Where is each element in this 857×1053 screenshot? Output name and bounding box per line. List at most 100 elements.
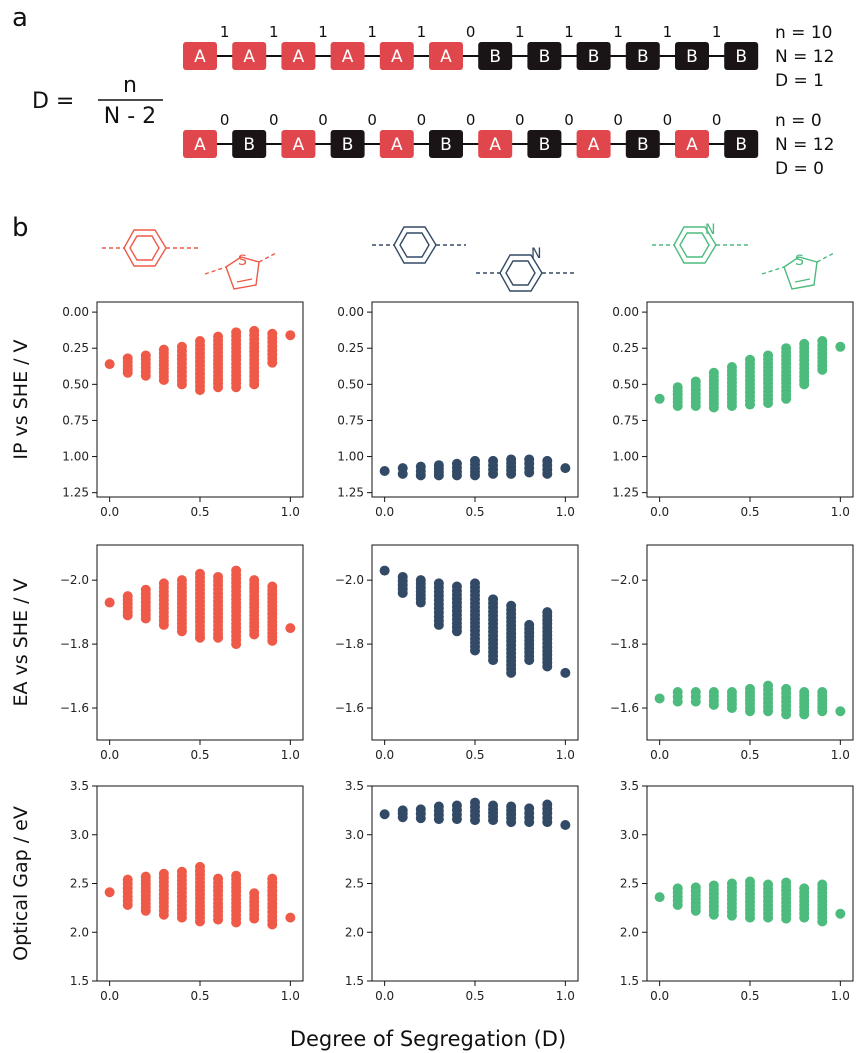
y-tick-label: 1.5 bbox=[70, 974, 89, 988]
bond-value: 0 bbox=[466, 23, 476, 41]
data-point bbox=[654, 693, 665, 704]
data-point bbox=[488, 655, 499, 666]
monomer-B-box bbox=[527, 130, 562, 158]
series-r3c3 bbox=[654, 876, 846, 927]
data-point bbox=[835, 706, 846, 717]
monomer-A-box bbox=[576, 130, 611, 158]
x-tick-label: 1.0 bbox=[831, 505, 850, 519]
y-tick-label: 1.00 bbox=[337, 450, 364, 464]
y-tick-label: 0.50 bbox=[62, 377, 89, 391]
data-point bbox=[451, 626, 462, 637]
data-point bbox=[542, 661, 553, 672]
data-point bbox=[231, 917, 242, 928]
col2-pyridine-ring-icon bbox=[476, 254, 574, 292]
chain-2: A B A B A B A B A B A B0 0 0 0 0 0 0 0 0 0 0 n = 0N = 12D = 0 bbox=[183, 111, 834, 179]
data-point bbox=[542, 817, 553, 828]
data-point bbox=[524, 817, 535, 828]
monomer-label: B bbox=[637, 135, 649, 155]
chain-param: N = 12 bbox=[775, 135, 834, 155]
monomer-label: A bbox=[194, 135, 206, 155]
series-r1c2 bbox=[379, 454, 571, 481]
y-tick-label: 3.0 bbox=[620, 828, 639, 842]
data-point bbox=[213, 914, 224, 925]
axes-r3c3: 1.5 2.0 2.5 3.0 3.5 0.0 0.5 1.0 bbox=[620, 779, 854, 1003]
y-tick-label: 0.00 bbox=[612, 305, 639, 319]
chain-param: n = 10 bbox=[775, 23, 832, 43]
data-point bbox=[488, 468, 499, 479]
y-tick-label: −1.8 bbox=[335, 637, 364, 651]
data-point bbox=[726, 401, 737, 411]
monomer-B-box bbox=[625, 130, 660, 158]
series-r2c1 bbox=[104, 565, 296, 650]
y-tick-label: −2.0 bbox=[610, 573, 639, 587]
data-point bbox=[781, 913, 792, 924]
col3-pyridine-nitrogen-label: N bbox=[705, 222, 715, 238]
data-point bbox=[524, 467, 535, 478]
monomer-label: B bbox=[686, 47, 698, 67]
data-point bbox=[763, 706, 774, 717]
y-tick-label: 1.25 bbox=[337, 486, 364, 500]
scatter-grid: 0.00 0.25 0.50 0.75 1.00 1.25 0.0 0.5 1.0 0.00 0.2… bbox=[10, 301, 854, 1051]
monomer-label: B bbox=[342, 135, 354, 155]
monomer-B-box bbox=[330, 130, 365, 158]
x-tick-label: 1.0 bbox=[556, 748, 575, 762]
bond-value: 1 bbox=[269, 23, 279, 41]
y-tick-label: 2.0 bbox=[70, 925, 89, 939]
monomer-label: B bbox=[539, 135, 551, 155]
bond-value: 0 bbox=[564, 111, 574, 129]
data-point bbox=[267, 635, 278, 646]
bond-value: 0 bbox=[269, 111, 279, 129]
data-point bbox=[249, 629, 260, 640]
x-tick-label: 0.0 bbox=[650, 748, 669, 762]
data-point bbox=[560, 820, 571, 830]
data-point bbox=[231, 382, 242, 393]
data-point bbox=[122, 367, 133, 378]
data-point bbox=[140, 370, 151, 381]
data-point bbox=[249, 379, 260, 390]
series-r3c2 bbox=[379, 797, 571, 830]
monomer-A-box bbox=[183, 130, 217, 158]
data-point bbox=[158, 619, 169, 630]
monomer-A-box bbox=[232, 42, 267, 70]
x-axis-label: Degree of Segregation (D) bbox=[290, 1027, 566, 1051]
x-tick-label: 0.5 bbox=[190, 505, 209, 519]
data-point bbox=[397, 812, 408, 823]
monomer-label: A bbox=[489, 135, 501, 155]
monomer-B-box bbox=[675, 42, 709, 70]
data-point bbox=[781, 393, 792, 404]
x-tick-label: 0.0 bbox=[100, 989, 119, 1003]
data-point bbox=[433, 470, 444, 481]
axes-r2c2: −2.0 −1.8 −1.6 0.0 0.5 1.0 bbox=[335, 544, 579, 762]
data-point bbox=[560, 463, 571, 474]
axes-r1c1: 0.00 0.25 0.50 0.75 1.00 1.25 0.0 0.5 1.0 bbox=[62, 301, 304, 519]
data-point bbox=[690, 696, 701, 707]
x-tick-label: 1.0 bbox=[556, 505, 575, 519]
data-point bbox=[726, 703, 737, 714]
monomer-A-box bbox=[183, 42, 217, 70]
y-tick-label: 3.5 bbox=[620, 779, 639, 793]
x-tick-label: 1.0 bbox=[281, 748, 300, 762]
data-point bbox=[195, 916, 205, 927]
x-tick-label: 1.0 bbox=[831, 748, 850, 762]
data-point bbox=[158, 909, 169, 920]
data-point bbox=[745, 706, 755, 717]
data-point bbox=[672, 899, 683, 910]
x-tick-label: 0.5 bbox=[190, 989, 209, 1003]
data-point bbox=[708, 402, 719, 413]
bond-value: 0 bbox=[466, 111, 476, 129]
monomer-label: A bbox=[342, 47, 354, 67]
bond-value: 0 bbox=[515, 111, 525, 129]
monomer-B-box bbox=[478, 42, 513, 70]
monomer-B-box bbox=[625, 42, 660, 70]
data-point bbox=[176, 626, 187, 637]
y-tick-label: 0.50 bbox=[337, 377, 364, 391]
data-point bbox=[817, 916, 828, 927]
y-tick-label: 3.5 bbox=[70, 779, 89, 793]
bond-value: 0 bbox=[613, 111, 623, 129]
data-point bbox=[379, 809, 390, 820]
y-tick-label: 1.5 bbox=[345, 974, 364, 988]
x-tick-label: 0.0 bbox=[650, 989, 669, 1003]
data-point bbox=[122, 610, 133, 621]
data-point bbox=[817, 364, 828, 375]
monomer-label: B bbox=[243, 135, 255, 155]
